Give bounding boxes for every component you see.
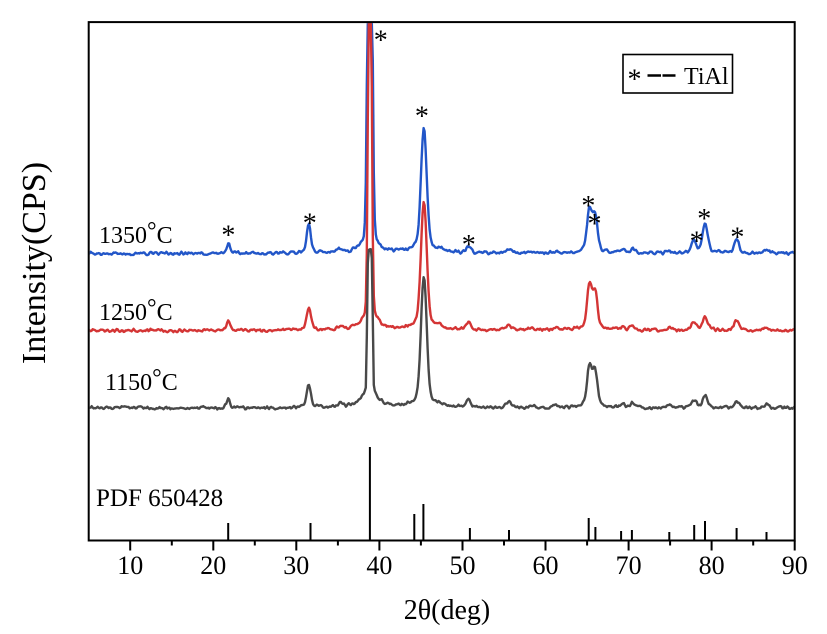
- svg-text:30: 30: [283, 551, 309, 580]
- svg-text:*: *: [697, 204, 711, 235]
- svg-text:20: 20: [200, 551, 226, 580]
- svg-text:60: 60: [533, 551, 559, 580]
- svg-text:*: *: [588, 209, 602, 240]
- svg-text:1350°C: 1350°C: [99, 219, 173, 250]
- svg-text:Intensity(CPS): Intensity(CPS): [16, 162, 53, 364]
- svg-text:PDF 650428: PDF 650428: [96, 485, 223, 512]
- svg-text:40: 40: [366, 551, 392, 580]
- svg-text:*: *: [462, 230, 476, 261]
- svg-text:*: *: [303, 209, 317, 240]
- svg-text:10: 10: [117, 551, 143, 580]
- svg-text:TiAl: TiAl: [684, 64, 729, 90]
- svg-text:*: *: [374, 26, 388, 57]
- svg-text:50: 50: [450, 551, 476, 580]
- svg-text:80: 80: [699, 551, 725, 580]
- svg-text:*: *: [628, 65, 642, 96]
- svg-text:*: *: [221, 221, 235, 252]
- svg-text:1250°C: 1250°C: [99, 296, 173, 327]
- svg-text:*: *: [415, 102, 429, 133]
- svg-text:2θ(deg): 2θ(deg): [404, 595, 491, 626]
- svg-text:1150°C: 1150°C: [105, 366, 178, 397]
- svg-text:90: 90: [782, 551, 808, 580]
- svg-text:*: *: [730, 223, 744, 254]
- svg-text:*: *: [690, 227, 704, 258]
- svg-text:70: 70: [616, 551, 642, 580]
- svg-text:*: *: [581, 191, 595, 222]
